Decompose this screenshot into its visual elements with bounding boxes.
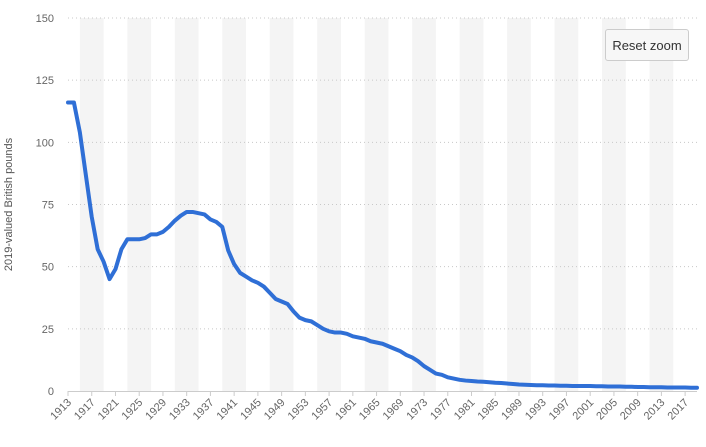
x-tick-label: 1917 <box>72 397 98 423</box>
x-tick-label: 1945 <box>238 397 264 423</box>
background-band <box>554 18 579 391</box>
x-tick-label: 2005 <box>594 397 620 423</box>
x-tick-label: 1989 <box>499 397 525 423</box>
x-tick-label: 1953 <box>286 397 312 423</box>
x-tick-label: 1937 <box>191 397 217 423</box>
gridlines <box>68 17 697 330</box>
background-band <box>649 18 674 391</box>
y-tick-label: 125 <box>36 75 54 87</box>
reset-zoom-button[interactable]: Reset zoom <box>605 29 689 61</box>
y-tick-label: 150 <box>36 13 54 25</box>
background-band <box>222 18 247 391</box>
x-tick-label: 1997 <box>547 397 573 423</box>
x-tick-label: 1921 <box>96 397 122 423</box>
series-line <box>66 100 699 390</box>
x-tick-label: 1925 <box>120 397 146 423</box>
x-tick-label: 1969 <box>381 397 407 423</box>
y-axis-label: 2019-valued British pounds <box>3 137 15 271</box>
x-tick-label: 1949 <box>262 397 288 423</box>
y-tick-label: 25 <box>42 324 54 336</box>
background-band <box>317 18 341 391</box>
x-axis-ticks: 1913191719211925192919331937194119451949… <box>48 391 691 422</box>
x-tick-label: 2009 <box>618 397 644 423</box>
y-tick-label: 100 <box>36 137 54 149</box>
x-tick-label: 1957 <box>309 397 335 423</box>
background-band <box>602 18 626 391</box>
y-tick-label: 0 <box>48 386 54 398</box>
x-tick-label: 2017 <box>665 397 691 423</box>
x-tick-label: 1965 <box>357 397 383 423</box>
x-tick-label: 2001 <box>571 397 597 423</box>
background-band <box>127 18 152 391</box>
x-tick-label: 1973 <box>404 397 430 423</box>
x-tick-label: 1981 <box>452 397 478 423</box>
x-tick-label: 2013 <box>642 397 668 423</box>
x-tick-label: 1929 <box>143 397 169 423</box>
y-tick-label: 75 <box>42 200 54 212</box>
background-band <box>174 18 199 391</box>
y-axis-ticks: 0 25 50 75 100 125 150 <box>36 13 54 398</box>
background-band <box>269 18 294 391</box>
x-tick-label: 1933 <box>167 397 193 423</box>
x-tick-label: 1985 <box>476 397 502 423</box>
background-band <box>459 18 484 391</box>
x-tick-label: 1961 <box>333 397 359 423</box>
x-tick-label: 1977 <box>428 397 454 423</box>
x-tick-label: 1941 <box>214 397 240 423</box>
x-tick-label: 1913 <box>48 397 74 423</box>
x-tick-label: 1993 <box>523 397 549 423</box>
background-band <box>507 18 531 391</box>
y-tick-label: 50 <box>42 262 54 274</box>
